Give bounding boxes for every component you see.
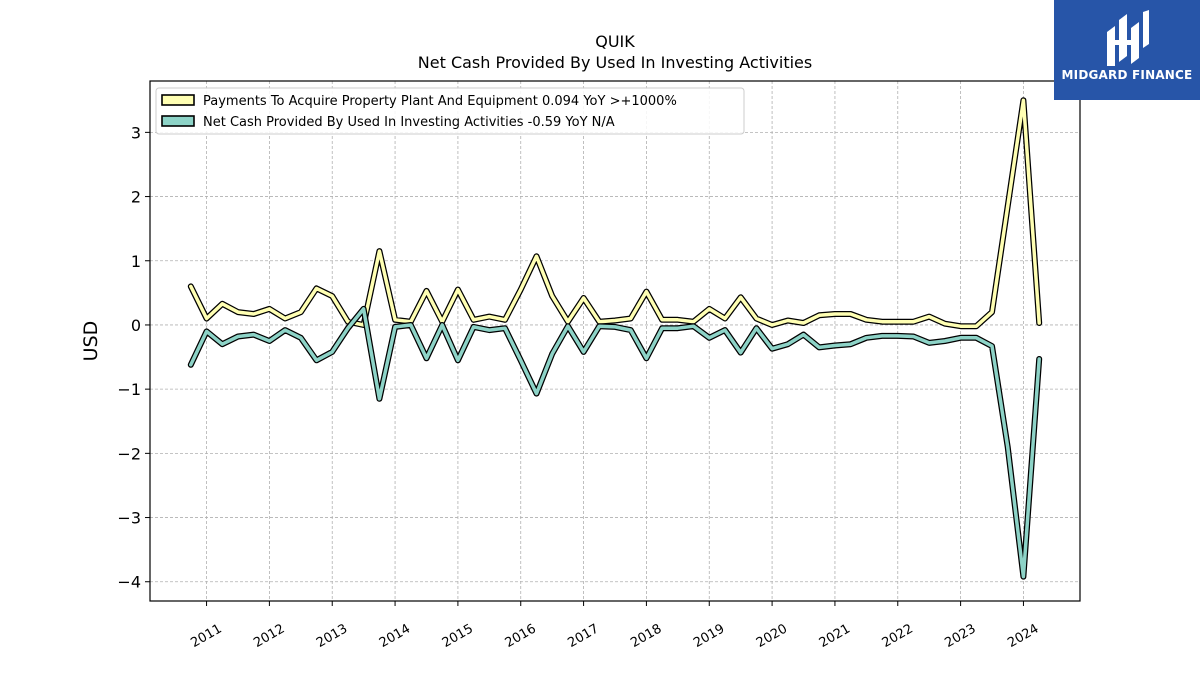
x-tick-label: 2012 — [251, 621, 287, 651]
legend-swatch — [161, 94, 195, 106]
brand-logo: MIDGARD FINANCE — [1054, 0, 1200, 100]
y-tick-label: 2 — [131, 188, 141, 207]
x-tick-label: 2018 — [628, 621, 664, 651]
logo-mark-icon — [1107, 10, 1149, 66]
x-tick-label: 2021 — [817, 621, 853, 651]
x-tick-label: 2022 — [880, 621, 916, 651]
y-tick-label: −4 — [117, 573, 141, 592]
y-tick-label: 0 — [131, 316, 141, 335]
grid — [150, 81, 1080, 601]
y-tick-label: 1 — [131, 252, 141, 271]
chart-subtitle: Net Cash Provided By Used In Investing A… — [418, 53, 812, 72]
legend: Payments To Acquire Property Plant And E… — [155, 87, 745, 135]
x-tick-label: 2013 — [314, 621, 350, 651]
y-tick-label: −1 — [117, 380, 141, 399]
x-tick-label: 2015 — [440, 621, 476, 651]
x-tick-label: 2011 — [188, 621, 224, 651]
x-tick-label: 2023 — [942, 621, 978, 651]
x-tick-label: 2014 — [377, 621, 413, 651]
series-line — [189, 307, 1041, 579]
y-axis-label: USD — [80, 321, 102, 362]
y-tick-label: −3 — [117, 509, 141, 528]
series-layer — [187, 97, 1043, 580]
legend-label: Net Cash Provided By Used In Investing A… — [203, 115, 615, 130]
series-line — [189, 98, 1041, 328]
series-1 — [187, 305, 1043, 580]
x-tick-label: 2016 — [503, 621, 539, 651]
legend-swatch — [161, 115, 195, 127]
plot-frame — [149, 80, 1081, 602]
y-tick-label: −2 — [117, 444, 141, 463]
y-tick-label: 3 — [131, 123, 141, 142]
series-0 — [187, 97, 1043, 330]
legend-box — [155, 87, 745, 135]
legend-label: Payments To Acquire Property Plant And E… — [203, 94, 677, 109]
x-tick-label: 2017 — [565, 621, 601, 651]
series-line-outline — [187, 305, 1043, 580]
x-tick-label: 2020 — [754, 621, 790, 651]
logo-text: MIDGARD FINANCE — [1061, 68, 1193, 82]
x-tick-label: 2024 — [1005, 621, 1041, 651]
x-axis: 2011 2012 2013 2014 2015 2016 2017 2018 2019 2020… — [188, 601, 1041, 651]
y-axis: −4 −3 −2 −1 0 1 2 3 — [117, 123, 150, 592]
chart-title: QUIK — [595, 32, 635, 51]
x-tick-label: 2019 — [691, 621, 727, 651]
